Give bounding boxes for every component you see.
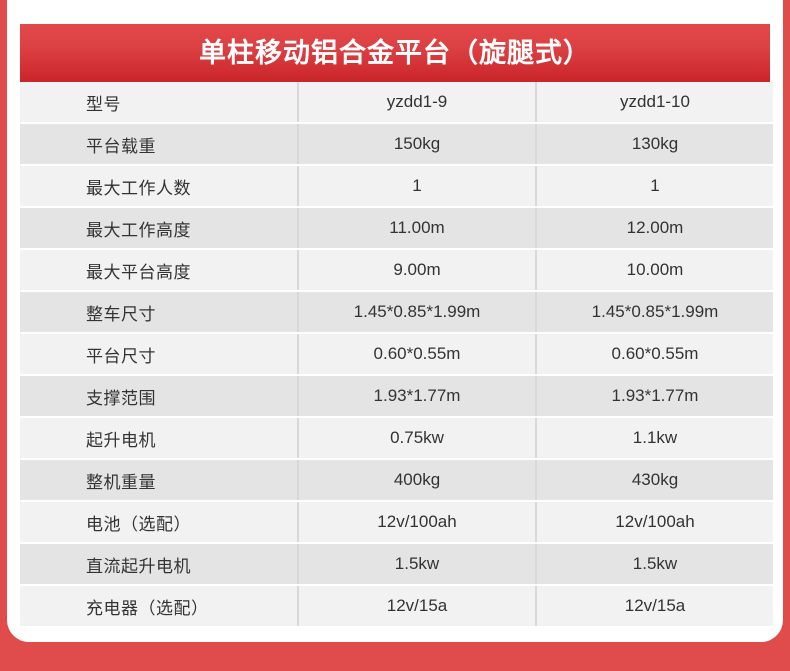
spec-label: 整车尺寸 (20, 291, 298, 334)
spec-value-model-a: 12v/15a (297, 585, 536, 626)
white-panel: 单柱移动铝合金平台（旋腿式） 型号 yzdd1-9 yzdd1-10 平台载重 150k… (7, 0, 783, 642)
spec-value-model-a: 0.60*0.55m (297, 333, 536, 376)
table-row: 最大工作人数 1 1 (20, 165, 773, 208)
spec-label: 支撑范围 (20, 375, 298, 418)
table-row: 型号 yzdd1-9 yzdd1-10 (20, 82, 773, 124)
spec-value-model-a: 400kg (297, 459, 536, 502)
table-row: 起升电机 0.75kw 1.1kw (20, 417, 773, 460)
spec-label: 最大工作高度 (20, 207, 298, 250)
spec-value-model-a: 1.45*0.85*1.99m (297, 291, 536, 334)
spec-value-model-b: 10.00m (535, 249, 773, 292)
spec-table-body: 型号 yzdd1-9 yzdd1-10 平台载重 150kg 130kg 最大工作人数 1 1 最… (20, 82, 773, 626)
table-row: 整机重量 400kg 430kg (20, 459, 773, 502)
table-row: 最大平台高度 9.00m 10.00m (20, 249, 773, 292)
table-row: 平台载重 150kg 130kg (20, 123, 773, 166)
spec-label: 最大工作人数 (20, 165, 298, 208)
spec-label: 平台尺寸 (20, 333, 298, 376)
table-row: 充电器（选配） 12v/15a 12v/15a (20, 585, 773, 626)
spec-value-model-a: 9.00m (297, 249, 536, 292)
table-row: 整车尺寸 1.45*0.85*1.99m 1.45*0.85*1.99m (20, 291, 773, 334)
spec-label: 电池（选配） (20, 501, 298, 544)
spec-value-model-b: 430kg (535, 459, 773, 502)
spec-label: 最大平台高度 (20, 249, 298, 292)
table-row: 支撑范围 1.93*1.77m 1.93*1.77m (20, 375, 773, 418)
spec-label: 起升电机 (20, 417, 298, 460)
spec-value-model-b: 12v/100ah (535, 501, 773, 544)
table-row: 电池（选配） 12v/100ah 12v/100ah (20, 501, 773, 544)
spec-value-model-a: 1.93*1.77m (297, 375, 536, 418)
spec-value-model-b: 1.93*1.77m (535, 375, 773, 418)
spec-label: 型号 (20, 82, 298, 124)
table-row: 直流起升电机 1.5kw 1.5kw (20, 543, 773, 586)
spec-label: 平台载重 (20, 123, 298, 166)
spec-label: 整机重量 (20, 459, 298, 502)
spec-value-model-b: 130kg (535, 123, 773, 166)
spec-value-model-b: yzdd1-10 (535, 82, 773, 124)
spec-value-model-b: 1.45*0.85*1.99m (535, 291, 773, 334)
spec-value-model-a: 12v/100ah (297, 501, 536, 544)
spec-value-model-a: 0.75kw (297, 417, 536, 460)
spec-value-model-b: 1 (535, 165, 773, 208)
title-bar: 单柱移动铝合金平台（旋腿式） (20, 24, 770, 82)
spec-value-model-b: 12.00m (535, 207, 773, 250)
page-title: 单柱移动铝合金平台（旋腿式） (199, 37, 591, 68)
spec-value-model-b: 12v/15a (535, 585, 773, 626)
spec-value-model-b: 0.60*0.55m (535, 333, 773, 376)
table-row: 最大工作高度 11.00m 12.00m (20, 207, 773, 250)
spec-value-model-b: 1.5kw (535, 543, 773, 586)
spec-label: 充电器（选配） (20, 585, 298, 626)
spec-label: 直流起升电机 (20, 543, 298, 586)
table-bottom-spacer (20, 626, 770, 642)
spec-value-model-a: 11.00m (297, 207, 536, 250)
spec-value-model-a: yzdd1-9 (297, 82, 536, 124)
spec-sheet: 单柱移动铝合金平台（旋腿式） 型号 yzdd1-9 yzdd1-10 平台载重 150k… (20, 24, 773, 642)
specification-table: 型号 yzdd1-9 yzdd1-10 平台载重 150kg 130kg 最大工作人数 1 1 最… (20, 82, 773, 626)
table-row: 平台尺寸 0.60*0.55m 0.60*0.55m (20, 333, 773, 376)
spec-value-model-a: 1 (297, 165, 536, 208)
spec-value-model-a: 150kg (297, 123, 536, 166)
spec-value-model-b: 1.1kw (535, 417, 773, 460)
spec-value-model-a: 1.5kw (297, 543, 536, 586)
